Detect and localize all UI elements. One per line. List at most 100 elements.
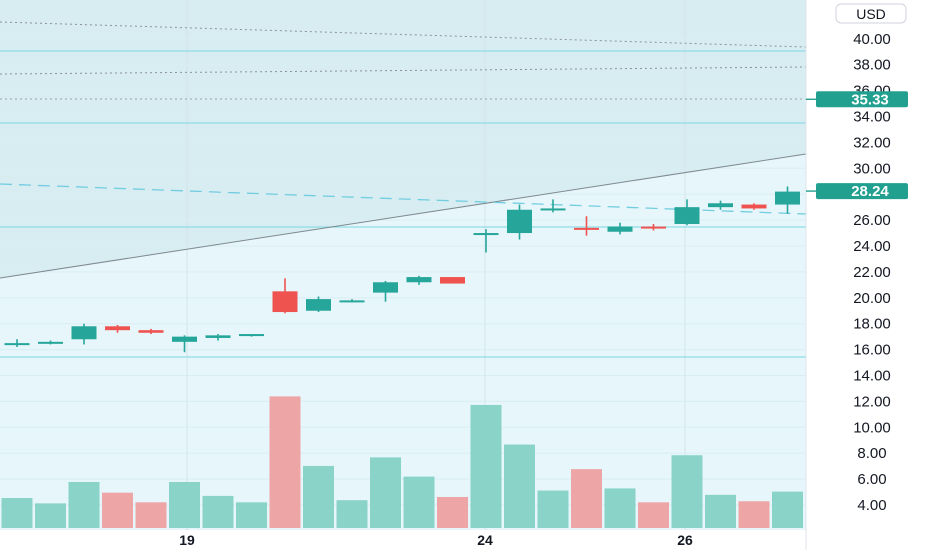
price-tag-label: 35.33 [851,91,889,108]
time-tick: 26 [677,532,693,548]
volume-bar [638,502,669,528]
candle-body [38,341,63,344]
trendline-support [0,153,807,279]
candle [205,334,231,341]
price-tick: 26.00 [853,212,891,229]
price-tick: 10.00 [853,419,891,436]
volume-bar [68,481,100,528]
volume-bar [470,404,502,528]
price-tick: 8.00 [857,445,886,462]
price-tick: 6.00 [857,471,886,488]
candle [708,200,733,210]
volume-bars [1,396,803,528]
candle [406,275,432,285]
price-tag-label: 28.24 [851,183,889,200]
volume-bar [370,457,401,528]
volume-bar [1,498,33,528]
volume-bar [504,444,535,528]
candle-body [574,227,599,230]
trend-lines [0,21,807,279]
candle-body [205,335,231,338]
volume-bar [236,502,267,528]
candle [38,340,63,345]
volume-bar [169,481,200,528]
volume-bar [705,494,736,528]
candle-body [71,326,97,340]
volume-bar [202,495,234,528]
candle [105,324,130,333]
candle-body [641,226,666,229]
price-tick: 40.00 [853,31,891,48]
candle [306,296,331,313]
price-tick: 14.00 [853,368,891,385]
price-tick: 38.00 [853,57,891,74]
candle [775,186,800,214]
candle-body [239,334,264,337]
volume-bar [671,455,703,528]
candle [440,277,465,284]
price-tick: 18.00 [853,316,891,333]
currency-button[interactable]: USD [835,3,907,24]
candle [741,203,767,210]
volume-bar [269,396,301,528]
candle-body [339,300,365,303]
volume-bar [537,490,569,528]
time-tick: 24 [477,532,493,548]
time-tick: 19 [179,532,195,548]
volume-bar [772,491,803,528]
price-tick: 24.00 [853,238,891,255]
candle [339,299,365,303]
candle-body [172,336,197,342]
volume-bar [135,502,167,528]
horizontal-levels [0,50,806,358]
volume-bar [35,503,66,528]
price-tick: 22.00 [853,264,891,281]
time-axis [0,530,806,550]
candle-body [607,226,633,232]
trendline-mid-dotted [0,66,807,75]
candle-body [440,277,465,284]
candle [4,339,30,348]
price-tick: 12.00 [853,393,891,410]
price-tick: 32.00 [853,134,891,151]
candle [507,204,532,240]
volume-bar [738,501,770,528]
candle [607,222,633,235]
candle [574,216,599,236]
price-tick: 16.00 [853,342,891,359]
currency-label[interactable]: USD [856,6,886,22]
candle-body [741,204,767,209]
candle [540,199,566,213]
candle-body [507,209,532,234]
candle [674,199,700,226]
candle-body [775,191,800,205]
candle-body [406,277,432,283]
candle-body [272,291,298,313]
candle [473,229,499,253]
candle [272,278,298,314]
candle-body [306,299,331,311]
candle-body [540,208,566,211]
candle [172,335,197,353]
candle [71,323,97,345]
volume-bar [102,492,133,528]
candle-body [473,233,499,236]
candle-body [674,207,700,224]
price-tick: 20.00 [853,290,891,307]
price-tick: 30.00 [853,160,891,177]
candle [373,280,398,302]
candle-body [4,343,30,346]
trendline-upper-dotted [0,21,807,48]
price-tick: 34.00 [853,109,891,126]
price-tag [816,183,908,200]
candle [138,328,164,335]
time-tick-labels: 19 24 26 [179,532,693,548]
candle [641,223,666,231]
candle [239,334,264,337]
price-tag [816,91,908,108]
volume-bar [571,469,602,528]
candle-body [708,203,733,208]
grid [0,0,806,530]
price-tick: 4.00 [857,497,886,514]
